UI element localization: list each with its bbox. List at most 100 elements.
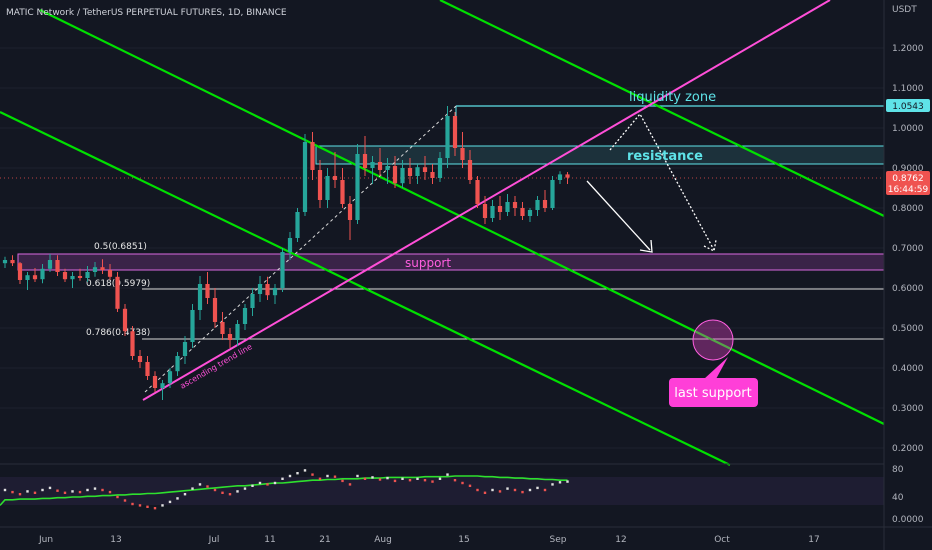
candle <box>332 152 338 188</box>
rsi-point <box>281 477 284 480</box>
ascending-trend-line[interactable] <box>142 0 831 401</box>
candle-body <box>287 238 293 252</box>
candle <box>107 264 113 280</box>
rsi-point <box>206 485 209 488</box>
candle <box>235 320 240 346</box>
candle <box>212 288 218 328</box>
rsi-point <box>453 479 457 482</box>
candle-body <box>377 162 383 170</box>
candle-body <box>137 356 143 362</box>
rsi-point <box>476 488 479 492</box>
candle <box>130 326 135 360</box>
candle-body <box>92 267 98 272</box>
price-tick: 0.8000 <box>892 204 924 214</box>
candle-body <box>205 284 210 298</box>
candle <box>17 262 23 284</box>
candle-body <box>482 204 488 218</box>
candle <box>160 380 165 400</box>
candle-body <box>32 275 38 280</box>
liquidity-zone-label: liquidity zone <box>629 90 716 105</box>
rsi-point <box>221 491 224 494</box>
candle-body <box>257 284 263 294</box>
candle-body <box>100 267 105 270</box>
candle-body <box>490 206 495 218</box>
candle <box>205 272 210 304</box>
rsi-point <box>63 491 67 494</box>
candle-body <box>452 116 458 148</box>
candle-body <box>400 168 405 184</box>
candle <box>467 150 473 184</box>
candle-body <box>475 180 480 204</box>
price-tick: 1.2000 <box>892 44 924 54</box>
projection-dashed-line <box>144 105 457 393</box>
candle-body <box>520 208 525 216</box>
candle-body <box>437 158 443 178</box>
rsi-point <box>521 490 524 494</box>
rsi-point <box>468 484 472 487</box>
channel-line-top[interactable] <box>439 0 885 217</box>
price-tick: 0.5000 <box>892 324 924 334</box>
candle-body <box>272 288 278 296</box>
candle <box>302 134 308 216</box>
trend-line-label: ascending trend line <box>179 342 254 391</box>
fib-level-0786-label: 0.786(0.4738) <box>86 328 150 338</box>
candle <box>565 172 570 184</box>
candle-body <box>265 284 270 296</box>
candle-body <box>280 252 285 288</box>
channel-line-lower[interactable] <box>0 111 731 466</box>
candle-body <box>557 174 563 180</box>
candle <box>182 336 188 364</box>
candle <box>152 371 158 392</box>
rsi-point <box>146 505 149 508</box>
rsi-point <box>168 500 172 504</box>
arrow-solid <box>586 180 653 253</box>
candle <box>497 196 503 220</box>
rsi-point <box>296 472 299 475</box>
rsi-point <box>131 502 134 506</box>
last-price-badge <box>886 171 930 195</box>
candle <box>557 171 563 184</box>
rsi-point <box>243 487 247 490</box>
candle <box>415 164 420 184</box>
channel-line-middle[interactable] <box>39 9 885 425</box>
candle <box>25 272 30 290</box>
resistance-zone <box>315 145 885 165</box>
last-support-box[interactable] <box>669 378 758 407</box>
price-axis[interactable] <box>884 0 932 550</box>
rsi-point <box>461 481 464 485</box>
candle-body <box>415 167 420 176</box>
fib-level-05-label: 0.5(0.6851) <box>94 242 147 252</box>
rsi-point <box>536 486 539 490</box>
candle-body <box>115 276 120 309</box>
candle-body <box>355 154 360 220</box>
candle <box>527 208 533 222</box>
candle <box>490 200 495 222</box>
rsi-point <box>191 487 194 490</box>
candle <box>77 268 83 281</box>
last-support-pointer <box>704 357 728 379</box>
rsi-point <box>266 483 269 486</box>
candle-body <box>85 272 90 278</box>
candle <box>512 196 518 216</box>
candle-body <box>370 162 375 168</box>
rsi-point <box>48 486 52 490</box>
rsi-point <box>333 475 337 478</box>
candle <box>362 136 368 176</box>
rsi-point <box>438 477 442 480</box>
rsi-point <box>213 488 217 492</box>
candle <box>32 268 38 282</box>
rsi-point <box>11 490 14 494</box>
candle-body <box>10 260 15 264</box>
candle-body <box>175 356 180 372</box>
indicator-axis-ticks: 80 40 0.0000 <box>892 465 924 525</box>
indicator-tick: 0.0000 <box>892 515 924 525</box>
rsi-point <box>153 507 157 510</box>
rsi-point <box>303 469 307 472</box>
candle-body <box>542 200 548 208</box>
candle <box>272 284 278 304</box>
candle-body <box>227 334 233 340</box>
candle-body <box>145 362 150 376</box>
candle <box>145 356 150 380</box>
rsi-point <box>3 488 7 492</box>
